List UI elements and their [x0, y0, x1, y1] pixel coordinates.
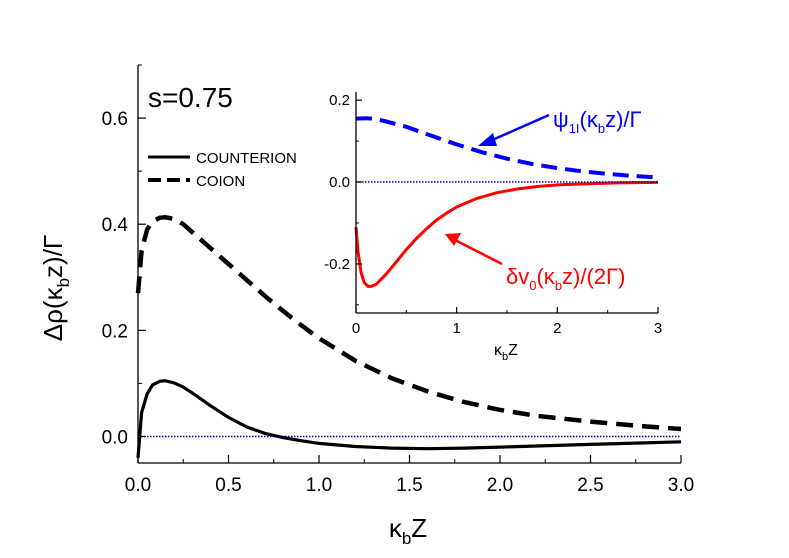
- main-series-0: [136, 379, 682, 458]
- main-y-tick-label: 0.2: [102, 321, 128, 342]
- arrow-red-head: [445, 233, 461, 246]
- annotation-psi-end: z)/Γ: [605, 107, 642, 132]
- y-axis-title-sub: b: [54, 278, 73, 287]
- main-chart: 0.0 0.5 1.0 1.5 2.0 2.5 3.00.00.20.40.6 κbZ Δρ…: [38, 64, 694, 548]
- inset-y-tick-label: 0.2: [329, 92, 350, 109]
- inset-x-tick-label: 0: [352, 320, 360, 337]
- main-series-1: [135, 215, 682, 432]
- inset-chart: 0 1 2 30.20.0-0.2 κbZ ψ1I(κbz)/Γ δv0(κbz)/(…: [324, 92, 662, 363]
- legend-label-counterion: COUNTERION: [196, 150, 297, 167]
- main-y-tick-label: 0.0: [102, 427, 128, 448]
- annotation-arrow-red: [445, 233, 503, 266]
- annotation-dv-sub2: b: [555, 278, 562, 293]
- main-ticks: 0.0 0.5 1.0 1.5 2.0 2.5 3.0 0.0 0.2 0.4 0.6: [102, 64, 694, 496]
- inset-x-tick-label: 2: [553, 320, 561, 337]
- main-x-tick-label: 2.0: [487, 475, 513, 496]
- inset-x-axis-title-end: Z: [508, 342, 518, 359]
- inset-x-axis-title-sub: b: [502, 351, 508, 363]
- y-axis-title-group: Δρ(κbz)/Γ: [38, 235, 73, 342]
- arrow-blue-head: [478, 133, 497, 146]
- inset-series-1: [354, 180, 659, 288]
- inset-x-tick-label: 1: [452, 320, 460, 337]
- inset-y-tick-label: -0.2: [324, 256, 350, 273]
- inset-series-group: [354, 116, 659, 288]
- inset-series-0: [355, 116, 659, 180]
- inset-y-tick-label: 0.0: [329, 174, 350, 191]
- main-y-tick-label: 0.6: [102, 109, 128, 130]
- x-axis-title-sub: b: [402, 529, 411, 548]
- x-axis-title: κbZ: [389, 513, 427, 548]
- annotation-dv-main: δv: [506, 264, 529, 289]
- annotation-psi-sub2: b: [598, 121, 605, 136]
- main-x-tick-label: 0.5: [215, 475, 241, 496]
- inset-ticks: 0 1 2 3 0.2 0.0 -0.2: [324, 92, 662, 337]
- inset-x-tick-label: 3: [654, 320, 662, 337]
- main-y-tick-label: 0.4: [102, 215, 129, 236]
- main-x-tick-label: 1.0: [306, 475, 332, 496]
- annotation-dv-end: z)/(2Γ): [562, 264, 625, 289]
- annotation-psi-main: ψ: [553, 107, 569, 132]
- arrow-red-shaft: [454, 238, 503, 266]
- y-axis-title: Δρ(κbz)/Γ: [38, 235, 73, 342]
- main-x-tick-label: 0.0: [125, 475, 151, 496]
- main-x-tick-label: 2.5: [577, 475, 603, 496]
- main-x-tick-label: 3.0: [668, 475, 694, 496]
- inset-x-axis-title-main: κ: [494, 342, 503, 359]
- main-x-tick-label: 1.5: [396, 475, 422, 496]
- annotation-psi-rest: (κ: [580, 107, 599, 132]
- y-axis-title-main: Δρ(κ: [38, 286, 68, 341]
- annotation-dv-rest: (κ: [536, 264, 555, 289]
- inset-x-axis-title: κbZ: [494, 342, 518, 363]
- annotation-dv-sub: 0: [529, 278, 536, 293]
- x-axis-title-end: Z: [411, 513, 427, 543]
- annotation-arrow-blue: [478, 113, 550, 146]
- main-series-group: [135, 215, 682, 458]
- annotation-delta-v: δv0(κbz)/(2Γ): [506, 264, 626, 293]
- legend: COUNTERION COION: [148, 150, 297, 190]
- annotation-psi-sub: 1I: [569, 121, 580, 136]
- arrow-blue-shaft: [489, 113, 550, 143]
- x-axis-title-main: κ: [389, 513, 403, 543]
- legend-label-coion: COION: [196, 173, 245, 190]
- annotation-psi: ψ1I(κbz)/Γ: [553, 107, 642, 136]
- y-axis-title-end: z)/Γ: [38, 235, 68, 278]
- parameter-label: s=0.75: [148, 82, 233, 113]
